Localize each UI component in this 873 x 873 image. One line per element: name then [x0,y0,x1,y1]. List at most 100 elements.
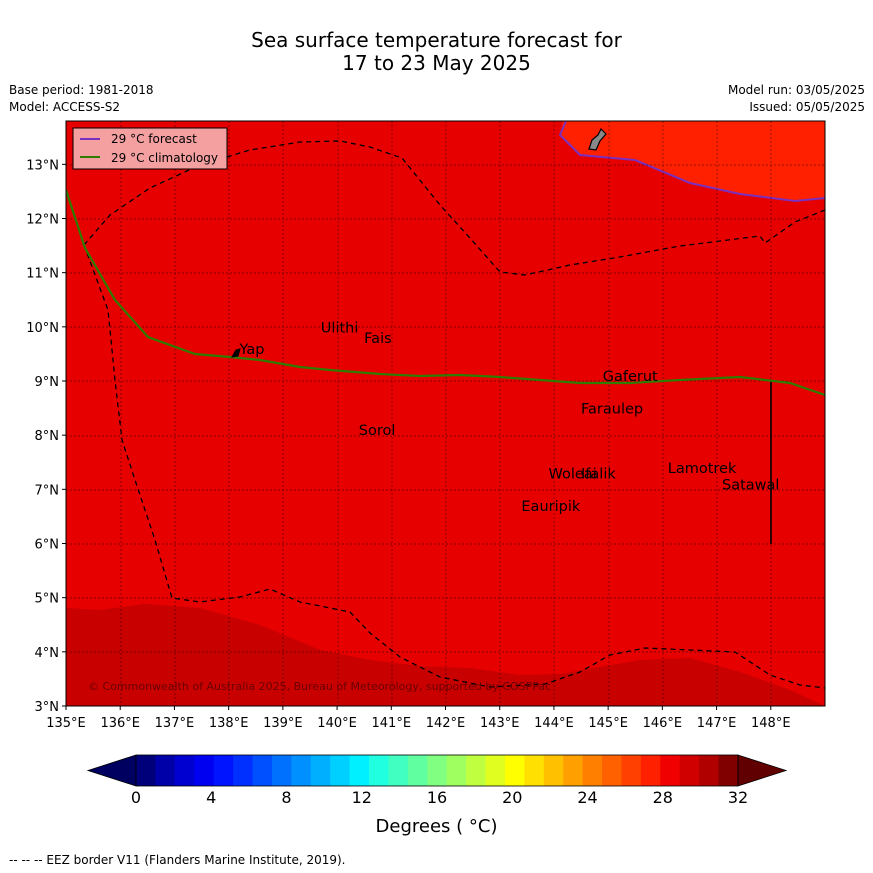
colorbar-swatch [252,755,273,786]
colorbar-swatch [194,755,215,786]
colorbar-tick-label: 0 [130,788,142,807]
colorbar-swatch [640,755,661,786]
eez-border-west [83,244,825,689]
lon-tick-label: 138°E [209,716,249,731]
model-name: Model: ACCESS-S2 [9,100,121,114]
legend-forecast: 29 °C forecast [111,132,197,146]
lon-tick-label: 136°E [100,716,140,731]
issued-date: Issued: 05/05/2025 [749,100,865,114]
eez-border [83,140,825,276]
lat-tick-label: 7°N [35,483,60,498]
colorbar-swatch [621,755,642,786]
lon-tick-label: 140°E [317,716,357,731]
lon-axis: 135°E 136°E 137°E 138°E 139°E 140°E 141°E 142°E… [46,706,791,731]
lat-tick-label: 8°N [35,429,60,444]
colorbar-swatch [174,755,195,786]
colorbar-swatch [233,755,254,786]
lon-tick-label: 137°E [155,716,195,731]
grid-lines [66,121,825,706]
lon-tick-label: 146°E [643,716,683,731]
lon-tick-label: 141°E [372,716,412,731]
colorbar-swatch [679,755,700,786]
place-label-yap: Yap [238,342,264,358]
forecast-29c-contour [558,121,825,203]
colorbar-swatch [427,755,448,786]
colorbar-tick-label: 28 [652,788,673,807]
colorbar-tick-label: 8 [281,788,292,807]
place-label-ulithi: Ulithi [321,320,359,336]
colorbar-tick-label: 24 [577,788,598,807]
lon-tick-label: 144°E [534,716,574,731]
model-run: Model run: 03/05/2025 [727,83,865,97]
colorbar-swatch [291,755,312,786]
legend-climatology: 29 °C climatology [111,151,218,165]
chart-title-line2: 17 to 23 May 2025 [342,51,531,75]
colorbar-swatch [524,755,545,786]
colorbar-swatch [485,755,506,786]
lat-tick-label: 11°N [26,267,59,282]
sst-field-south-cooler [66,604,825,706]
colorbar-swatch [543,755,564,786]
lon-tick-label: 145°E [588,716,628,731]
place-label-woleai: Woleai [549,467,597,483]
colorbar-swatch [407,755,428,786]
colorbar-swatch [602,755,622,786]
place-label-fais: Fais [364,331,391,347]
colorbar-swatch [155,755,176,786]
colorbar-swatch [369,755,389,786]
colorbar-swatch [466,755,487,786]
colorbar-tick-label: 20 [502,788,523,807]
place-labels: Ulithi Fais Yap Gaferut Faraulep Sorol WoleaiI… [238,320,779,515]
place-label-lamotrek: Lamotrek [668,461,737,477]
colorbar-swatch [310,755,331,786]
colorbar-swatch [582,755,603,786]
colorbar-swatch [446,755,467,786]
colorbar-swatch [213,755,234,786]
colorbar-swatch [136,755,156,786]
lon-tick-label: 148°E [751,716,791,731]
copyright-text: © Commonwealth of Australia 2025, Bureau… [88,680,551,693]
colorbar-tick-label: 12 [351,788,372,807]
colorbar-swatch [504,755,525,786]
legend-box: 29 °C forecast 29 °C climatology [72,127,228,170]
lat-tick-label: 6°N [35,538,60,553]
footnote: -- -- -- EEZ border V11 (Flanders Marine… [9,853,346,867]
place-label-sorol: Sorol [359,423,396,439]
lat-tick-label: 10°N [26,321,59,336]
base-period: Base period: 1981-2018 [9,83,154,97]
place-label-gaferut: Gaferut [603,369,658,385]
guam-island [588,127,607,151]
lat-axis: 3°N 4°N 5°N 6°N 7°N 8°N 9°N 10°N 11°N 12°N 13°N [26,158,66,715]
colorbar-tick-label: 16 [426,788,448,807]
colorbar-swatch [388,755,409,786]
colorbar-swatch [699,755,720,786]
colorbar-title: Degrees ( °C) [375,816,498,837]
colorbar-swatch [563,755,584,786]
place-label-eauripik: Eauripik [521,499,580,515]
chart-title-line1: Sea surface temperature forecast for [251,28,622,52]
colorbar-under-arrow [86,754,137,787]
place-label-faraulep: Faraulep [581,402,643,418]
sst-field-north-hotter [560,121,825,201]
climatology-29c-contour [66,189,825,397]
lon-tick-label: 135°E [46,716,86,731]
lon-tick-label: 143°E [480,716,520,731]
lat-tick-label: 4°N [35,646,60,661]
colorbar-swatch [349,755,370,786]
lat-tick-label: 9°N [35,375,60,390]
place-label-ifalik: Ifalik [581,467,616,483]
lat-tick-label: 5°N [35,592,60,607]
lon-tick-label: 147°E [697,716,737,731]
lat-tick-label: 12°N [26,213,59,228]
colorbar-tick-label: 32 [727,788,749,807]
colorbar-swatch [330,755,351,786]
lon-tick-label: 142°E [426,716,466,731]
colorbar-swatch [718,755,739,786]
lat-tick-label: 3°N [35,700,60,715]
lon-tick-label: 139°E [263,716,303,731]
place-label-satawal: Satawal [722,477,779,493]
colorbar-over-arrow [737,754,788,787]
colorbar-swatch [660,755,681,786]
colorbar-swatch [271,755,292,786]
